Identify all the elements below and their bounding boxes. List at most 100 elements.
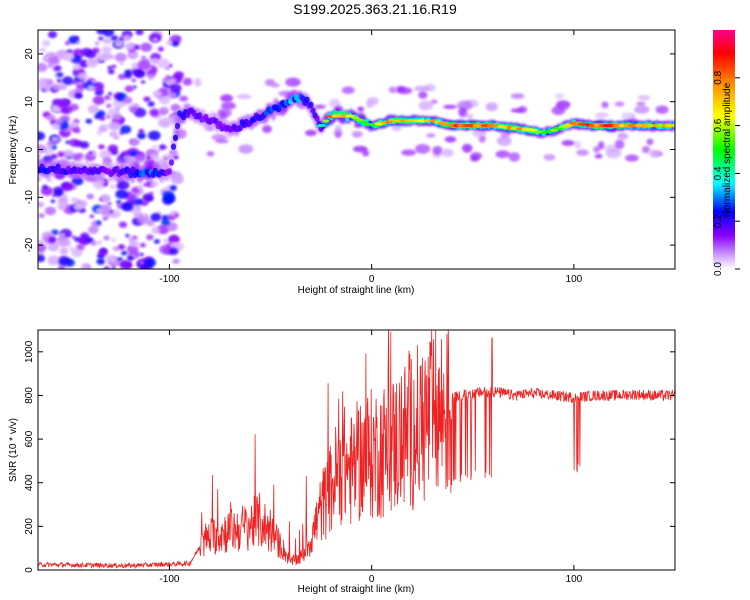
spectrogram-noise-cell (152, 145, 158, 149)
spectrogram-noise-cell (152, 90, 163, 98)
spectrogram-noise-cell (112, 113, 123, 121)
spectrogram-noise-cell (106, 103, 112, 108)
spectrogram-noise-cell (470, 156, 479, 162)
spectrogram-noise-cell (79, 141, 90, 149)
spectrogram-ridge-cell (174, 122, 181, 130)
spectrogram-noise-cell (124, 72, 133, 79)
spectrogram-noise-cell (220, 94, 234, 103)
spectrogram-noise-cell (146, 222, 151, 227)
spectrogram-noise-cell (51, 122, 61, 130)
spectrogram-noise-cell (163, 239, 169, 243)
spectrogram-noise-cell (443, 104, 457, 109)
spectrogram-noise-cell (655, 105, 669, 114)
spectrogram-noise-cell (148, 221, 155, 227)
spectrogram-noise-cell (115, 107, 120, 111)
spectrogram-noise-cell (115, 189, 128, 199)
spectrogram-noise-cell (593, 146, 601, 153)
spectrogram-ridge-peak (627, 124, 636, 128)
spectrogram-noise-cell (168, 235, 180, 244)
spectrogram-noise-cell (142, 193, 154, 202)
spectrogram-ridge-peak (355, 118, 365, 122)
spectrogram-noise-cell (157, 46, 164, 52)
spectrogram-noise-cell (117, 180, 130, 190)
spectrogram-noise-cell (170, 83, 182, 93)
spectrogram-noise-cell (61, 76, 74, 86)
spectrogram-noise-cell (206, 151, 215, 157)
spectrogram-noise-cell (120, 125, 132, 134)
spectrogram-ridge-cell (114, 165, 120, 173)
spectrogram-noise-cell (131, 78, 137, 83)
spectrogram-ytick-label: 0 (24, 146, 35, 152)
snr-ytick-label: 600 (24, 430, 35, 447)
spectrogram-noise-cell (126, 255, 134, 261)
spectrogram-noise-cell (156, 149, 161, 153)
spectrogram-ridge-peak (618, 124, 626, 128)
spectrogram-noise-cell (163, 77, 169, 82)
spectrogram-noise-cell (351, 130, 363, 138)
spectrogram-noise-cell (96, 220, 102, 225)
spectrogram-noise-cell (461, 143, 473, 153)
spectrogram-ridge-cell (172, 134, 179, 142)
snr-series-line (38, 330, 675, 570)
spectrogram-noise-cell (114, 40, 124, 48)
spectrogram-noise-cell (341, 86, 355, 94)
spectrogram-noise-cell (238, 144, 254, 154)
spectrogram-noise-cell (101, 46, 112, 54)
spectrogram-noise-cell (45, 79, 54, 86)
snr-xtick-label: 0 (369, 574, 375, 585)
spectrogram-noise-cell (441, 148, 454, 157)
snr-xtick-label: 100 (566, 574, 583, 585)
spectrogram-xtick-label: -100 (159, 274, 179, 285)
spectrogram-noise-cell (182, 77, 193, 86)
spectrogram-noise-cell (80, 263, 91, 269)
spectrogram-noise-cell (595, 112, 609, 119)
spectrogram-noise-cell (112, 246, 117, 250)
spectrogram-ridge-cell (166, 168, 172, 175)
spectrogram-noise-cell (236, 94, 252, 100)
spectrogram-noise-cell (57, 151, 65, 158)
spectrogram-noise-cell (128, 50, 138, 58)
spectrogram-ridge-cell (168, 159, 175, 166)
spectrogram-noise-cell (44, 147, 54, 155)
spectrogram-noise-cell (64, 40, 71, 46)
spectrogram-noise-cell (143, 96, 151, 102)
spectrogram-noise-cell (118, 221, 128, 228)
spectrogram-noise-cell (91, 79, 97, 84)
spectrogram-noise-cell (104, 254, 117, 264)
spectrogram-ytick-label: -20 (24, 237, 35, 252)
spectrogram-noise-cell (93, 180, 105, 190)
spectrogram-noise-cell (38, 201, 45, 208)
spectrogram-xlabel: Height of straight line (km) (298, 285, 415, 296)
spectrogram-noise-cell (99, 116, 106, 121)
spectrogram-noise-cell (123, 96, 133, 104)
spectrogram-noise-cell (110, 184, 116, 189)
spectrogram-noise-cell (71, 248, 83, 258)
spectrogram-noise-cell (117, 244, 126, 250)
spectrogram-noise-cell (63, 149, 75, 159)
spectrogram-noise-cell (271, 82, 280, 88)
spectrogram-noise-cell (614, 101, 625, 107)
spectrogram-noise-cell (116, 200, 122, 205)
spectrogram-noise-cell (102, 52, 113, 61)
spectrogram-noise-cell (543, 154, 556, 161)
spectrogram-noise-cell (149, 180, 159, 188)
spectrogram-noise-cell (99, 150, 112, 160)
spectrogram-ridge-cell (310, 107, 316, 114)
snr-ytick-label: 800 (24, 387, 35, 404)
spectrogram-noise-cell (129, 241, 135, 246)
colorbar-tick-label: 0.8 (713, 70, 724, 84)
spectrogram-noise-cell (74, 36, 80, 40)
spectrogram-noise-cell (334, 124, 342, 133)
spectrogram-noise-cell (134, 69, 146, 79)
spectrogram-noise-cell (114, 52, 127, 63)
spectrogram-noise-cell (105, 215, 110, 219)
spectrogram-noise-cell (43, 86, 50, 92)
spectrogram-noise-cell (598, 141, 605, 150)
spectrogram-noise-cell (38, 144, 47, 154)
spectrogram-noise-cell (576, 149, 589, 156)
spectrogram-noise-cell (646, 138, 654, 145)
spectrogram-noise-cell (153, 239, 160, 244)
spectrogram-noise-cell (357, 106, 365, 112)
spectrogram-noise-cell (103, 235, 110, 241)
spectrogram-noise-cell (141, 55, 146, 60)
